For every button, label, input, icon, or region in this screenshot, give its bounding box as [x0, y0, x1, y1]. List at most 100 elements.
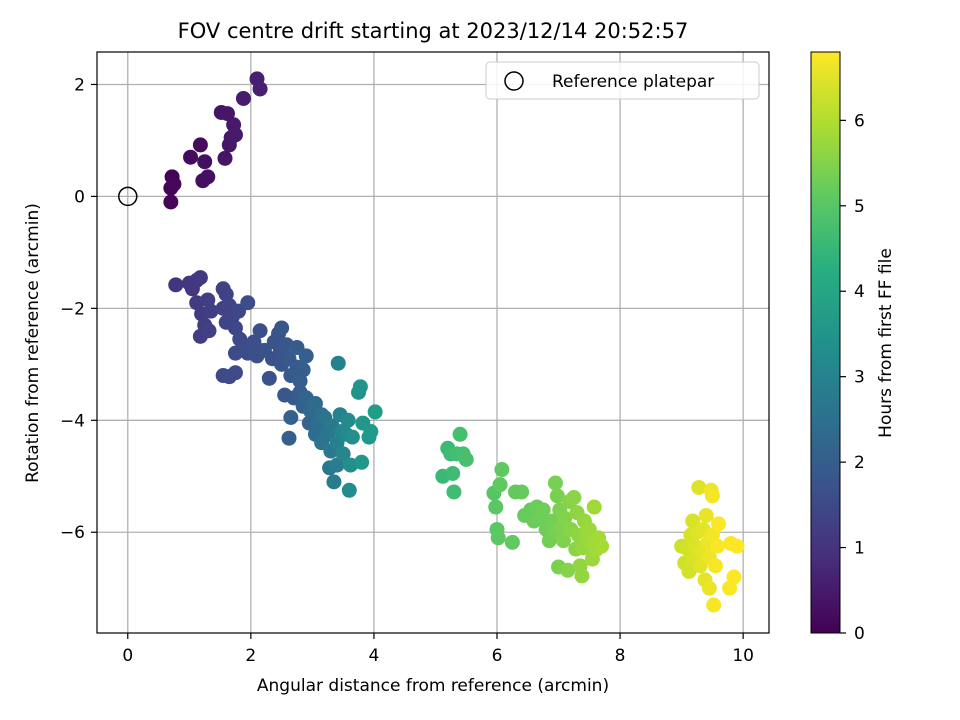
scatter-point: [704, 488, 720, 504]
scatter-point: [367, 404, 383, 420]
scatter-point: [295, 362, 311, 378]
scatter-point: [492, 477, 508, 493]
scatter-point: [168, 277, 184, 293]
scatter-point: [586, 499, 602, 515]
scatter-point: [547, 475, 563, 491]
x-tick-label: 4: [369, 646, 380, 666]
plot-frame: [96, 51, 770, 634]
scatter-point: [488, 499, 504, 515]
x-tick-label: 0: [122, 646, 133, 666]
colorbar-tick-label: 0: [854, 624, 865, 644]
scatter-point: [711, 516, 727, 532]
legend: Reference platepar: [485, 61, 760, 100]
x-tick-label: 8: [615, 646, 626, 666]
colorbar-tick-label: 2: [854, 453, 865, 473]
scatter-point: [246, 334, 262, 350]
scatter-point: [341, 482, 357, 498]
y-axis-ticks: −6 −4 −2 0 2: [60, 75, 97, 543]
scatter-point: [340, 412, 356, 428]
scatter-point: [252, 323, 268, 339]
x-axis-ticks: 0 2 4 6 8 10: [122, 633, 754, 666]
scatter-point: [217, 150, 233, 166]
y-tick-label: 0: [74, 187, 85, 207]
scatter-point: [445, 465, 461, 481]
scatter-point: [557, 510, 573, 526]
y-tick-label: −4: [60, 411, 85, 431]
colorbar-ticks: 0 1 2 3 4 5 6: [840, 111, 865, 644]
colorbar-tick-label: 1: [854, 539, 865, 559]
scatter-point: [192, 270, 208, 286]
scatter-point: [504, 534, 520, 550]
legend-entry-reference: Reference platepar: [552, 72, 714, 92]
colorbar-tick-label: 4: [854, 282, 865, 302]
scatter-point: [701, 580, 717, 596]
x-tick-label: 2: [245, 646, 256, 666]
scatter-point: [363, 423, 379, 439]
scatter-point: [326, 474, 342, 490]
scatter-point: [729, 538, 745, 554]
colorbar-tick-label: 5: [854, 197, 865, 217]
colorbar-tick-label: 6: [854, 111, 865, 131]
scatter-point: [535, 502, 551, 518]
grid-lines: [97, 52, 769, 633]
scatter-point: [706, 597, 722, 613]
scatter-point: [549, 488, 565, 504]
x-tick-label: 10: [732, 646, 754, 666]
scatter-point: [452, 426, 468, 442]
y-tick-label: −6: [60, 523, 85, 543]
scatter-point: [698, 507, 714, 523]
x-axis-label: Angular distance from reference (arcmin): [257, 676, 609, 696]
reference-point-marker: [118, 186, 138, 207]
scatter-point: [240, 295, 256, 311]
scatter-point: [274, 320, 290, 336]
scatter-point: [514, 484, 530, 500]
legend-reference-marker: [504, 71, 524, 91]
scatter-point: [352, 379, 368, 395]
scatter-point: [494, 462, 510, 478]
legend-box: [485, 61, 760, 100]
scatter-point: [709, 538, 725, 554]
scatter-point: [707, 558, 723, 574]
scatter-point: [594, 538, 610, 554]
scatter-point: [192, 137, 208, 153]
scatter-point: [681, 563, 697, 579]
scatter-points: [163, 71, 745, 613]
scatter-point: [330, 355, 346, 371]
scatter-point: [235, 90, 251, 106]
chart-title: FOV centre drift starting at 2023/12/14 …: [178, 19, 689, 43]
x-tick-label: 6: [492, 646, 503, 666]
colorbar-tick-label: 3: [854, 368, 865, 388]
scatter-point: [354, 454, 370, 470]
scatter-point: [166, 176, 182, 192]
scatter-point: [490, 530, 506, 546]
y-tick-label: 2: [74, 75, 85, 95]
scatter-point: [283, 410, 299, 426]
scatter-point: [197, 154, 213, 170]
scatter-point: [566, 490, 582, 506]
scatter-point: [201, 323, 217, 339]
scatter-point: [307, 396, 323, 412]
scatter-point: [219, 106, 235, 122]
scatter-point: [298, 348, 314, 364]
y-axis-label: Rotation from reference (arcmin): [23, 203, 43, 483]
colorbar-label: Hours from first FF file: [876, 248, 896, 438]
scatter-point: [691, 479, 707, 495]
scatter-point: [183, 149, 199, 165]
scatter-point: [329, 457, 345, 473]
colorbar: [810, 51, 841, 634]
scatter-point: [574, 568, 590, 584]
y-tick-label: −2: [60, 299, 85, 319]
scatter-point: [281, 430, 297, 446]
scatter-point: [458, 451, 474, 467]
scatter-point: [252, 81, 268, 97]
scatter-point: [335, 446, 351, 462]
scatter-point: [261, 370, 277, 386]
scatter-point: [344, 429, 360, 445]
scatter-point: [446, 484, 462, 500]
scatter-point: [227, 127, 243, 143]
scatter-point: [560, 562, 576, 578]
scatter-point: [200, 169, 216, 185]
scatter-point: [704, 527, 720, 543]
scatter-point: [555, 533, 571, 549]
